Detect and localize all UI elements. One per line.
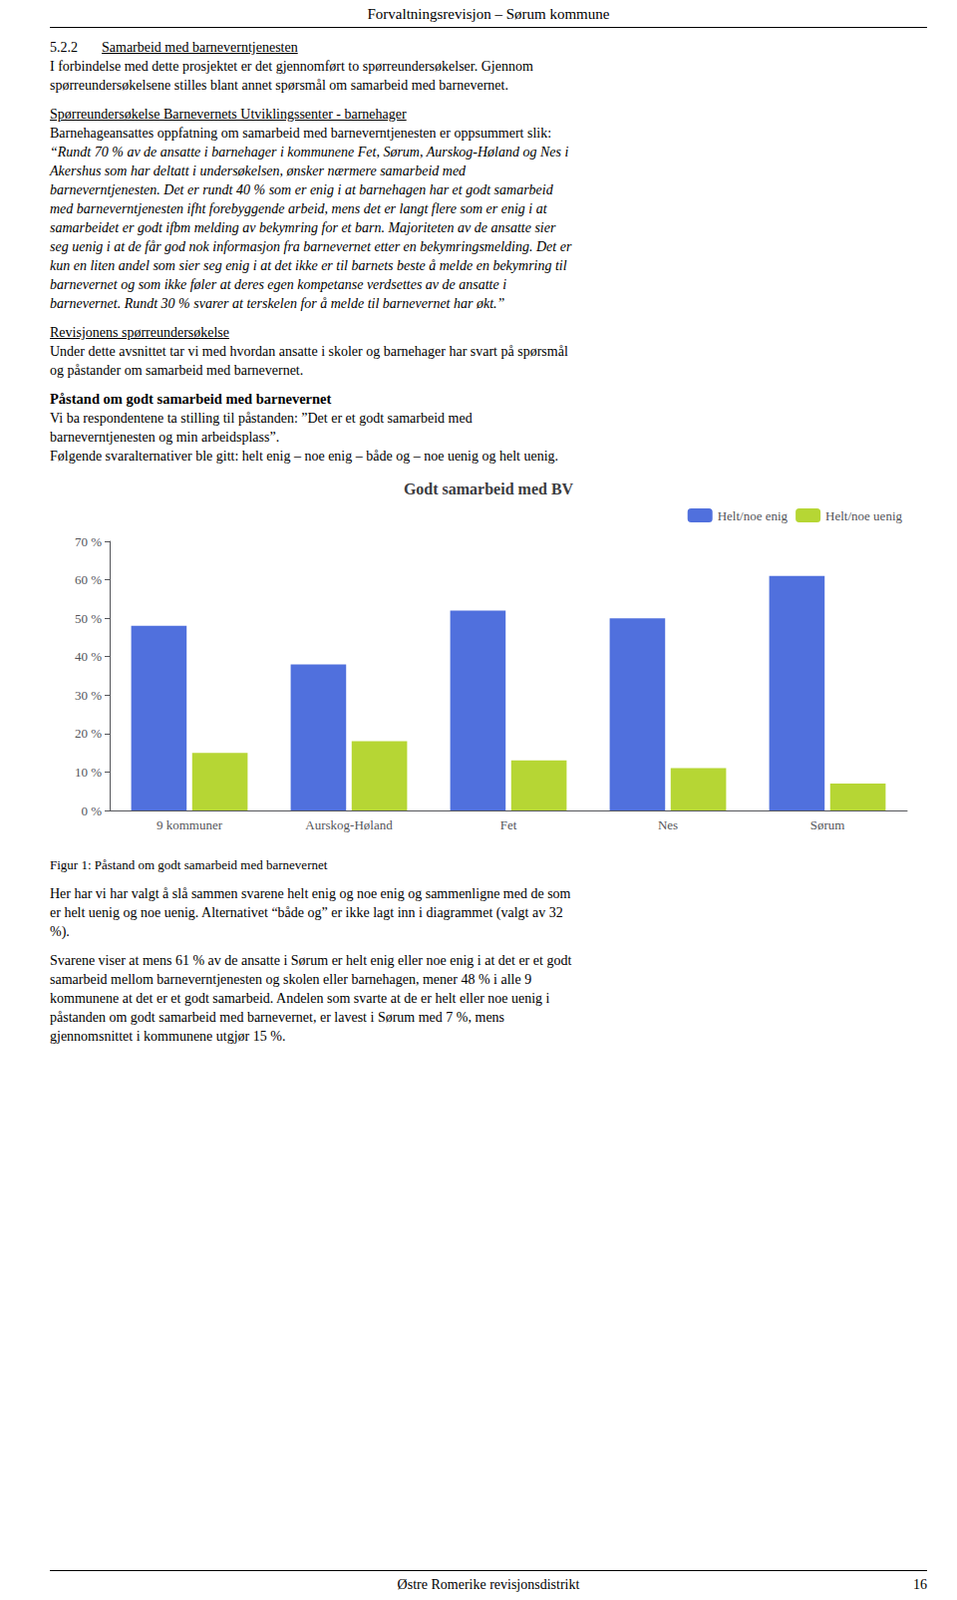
svg-text:Sørum: Sørum <box>810 817 846 833</box>
html-text:Østre Romerike revisjonsdistri: Østre Romerike revisjonsdistrikt <box>397 1577 580 1593</box>
svg-text:Helt/noe uenig: Helt/noe uenig <box>825 508 903 524</box>
html-text:kun en liten andel som sier se: kun en liten andel som sier seg enig i a… <box>49 258 567 274</box>
html-text:Barnehageansattes oppfatning o: Barnehageansattes oppfatning om samarbei… <box>49 125 552 141</box>
svg-text:Godt samarbeid med BV: Godt samarbeid med BV <box>403 480 575 498</box>
svg-text:Aurskog-Høland: Aurskog-Høland <box>305 817 393 833</box>
svg-text:9 kommuner: 9 kommuner <box>156 817 224 833</box>
html-text:er helt uenig og noe uenig. Al: er helt uenig og noe uenig. Alternativet… <box>49 905 563 921</box>
html-text:Påstand om godt samarbeid med: Påstand om godt samarbeid med barneverne… <box>49 390 332 407</box>
html-text:16: 16 <box>913 1577 928 1593</box>
svg-text:10 %: 10 % <box>74 764 102 780</box>
html-text:5.2.2: 5.2.2 <box>49 39 78 55</box>
html-text:Figur 1: Påstand om godt samar: Figur 1: Påstand om godt samarbeid med b… <box>49 857 328 873</box>
svg-text:20 %: 20 % <box>74 725 102 741</box>
svg-text:60 %: 60 % <box>74 572 102 588</box>
html-text:kommunene at det er et godt sa: kommunene at det er et godt samarbeid. A… <box>49 990 550 1006</box>
html-text:med barneverntjenesten ifht fo: med barneverntjenesten ifht forebyggende… <box>49 201 547 217</box>
html-text:Følgende svaralternativer ble: Følgende svaralternativer ble gitt: helt… <box>49 448 559 464</box>
html-text:Vi ba respondentene ta stillin: Vi ba respondentene ta stilling til påst… <box>49 410 473 426</box>
html-text:påstanden om godt samarbeid me: påstanden om godt samarbeid med barnever… <box>49 1009 505 1025</box>
svg-text:40 %: 40 % <box>74 648 102 664</box>
html-text:Akershus som har deltatt i und: Akershus som har deltatt i undersøkelsen… <box>49 163 466 179</box>
svg-text:30 %: 30 % <box>74 687 102 703</box>
html-text:samarbeidet er godt ifbm meldi: samarbeidet er godt ifbm melding av beky… <box>49 220 556 236</box>
html-text:barnevernet og som ikke føler: barnevernet og som ikke føler at deres e… <box>49 277 507 293</box>
html-text:samarbeid mellom barneverntjen: samarbeid mellom barneverntjenesten og s… <box>49 971 532 987</box>
svg-text:50 %: 50 % <box>74 611 102 627</box>
html-text:barnevernet. Rundt 30 % svarer: barnevernet. Rundt 30 % svarer at terske… <box>49 296 505 312</box>
html-text:Svarene viser at mens 61 % av: Svarene viser at mens 61 % av de ansatte… <box>49 953 572 968</box>
html-text:gjennomsnittet i kommunene utg: gjennomsnittet i kommunene utgjør 15 %. <box>49 1028 286 1044</box>
html-text:“Rundt 70 % av de ansatte i ba: “Rundt 70 % av de ansatte i barnehager i… <box>49 144 569 160</box>
html-text:Under dette avsnittet tar vi m: Under dette avsnittet tar vi med hvordan… <box>49 343 569 359</box>
html-text:barneverntjenesten og min arbe: barneverntjenesten og min arbeidsplass”. <box>49 429 280 445</box>
svg-text:Helt/noe enig: Helt/noe enig <box>717 508 789 524</box>
html-text:Forvaltningsrevisjon – Sørum k: Forvaltningsrevisjon – Sørum kommune <box>367 5 610 22</box>
html-text:I forbindelse med dette prosje: I forbindelse med dette prosjektet er de… <box>49 58 534 74</box>
html-text:spørreundersøkelsene stilles b: spørreundersøkelsene stilles blant annet… <box>49 77 509 93</box>
html-text:seg uenig i at de får god nok: seg uenig i at de får god nok informasjo… <box>49 239 572 255</box>
svg-text:Nes: Nes <box>657 817 678 833</box>
html-text:Her har vi har valgt å slå sam: Her har vi har valgt å slå sammen svaren… <box>49 886 571 902</box>
svg-text:70 %: 70 % <box>74 534 102 550</box>
html-text:Revisjonens spørreundersøkelse: Revisjonens spørreundersøkelse <box>49 324 230 340</box>
html-text:Spørreundersøkelse Barnevernet: Spørreundersøkelse Barnevernets Utviklin… <box>49 106 407 122</box>
html-text:Samarbeid med barneverntjenest: Samarbeid med barneverntjenesten <box>101 39 298 55</box>
svg-text:Fet: Fet <box>500 817 518 833</box>
html-text:og påstander om samarbeid med: og påstander om samarbeid med barneverne… <box>49 362 304 378</box>
html-text:barneverntjenesten. Det er run: barneverntjenesten. Det er rundt 40 % so… <box>49 182 553 198</box>
svg-text:0 %: 0 % <box>80 803 102 819</box>
